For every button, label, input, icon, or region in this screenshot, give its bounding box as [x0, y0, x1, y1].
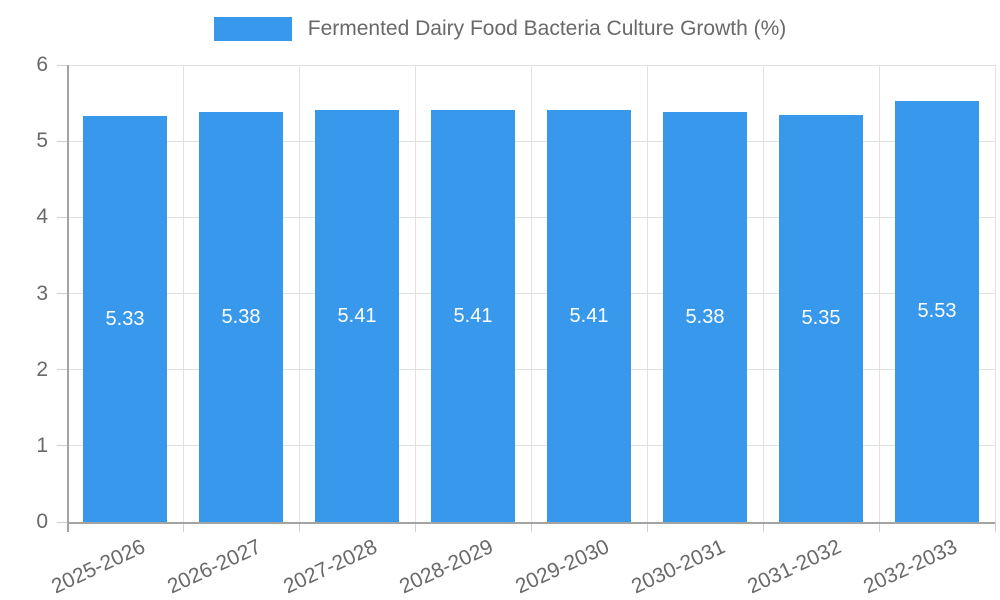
x-axis-category-label: 2026-2027: [163, 535, 265, 599]
gridline-vertical: [878, 65, 880, 522]
x-axis-category-label: 2032-2033: [859, 535, 961, 599]
y-axis-tick: [57, 140, 67, 142]
x-axis-line: [67, 522, 995, 524]
x-axis-tick: [298, 522, 300, 532]
chart-legend[interactable]: Fermented Dairy Food Bacteria Culture Gr…: [0, 16, 1000, 42]
bar-value-label: 5.38: [221, 306, 261, 329]
chart-title[interactable]: Fermented Dairy Food Bacteria Culture Gr…: [307, 17, 787, 40]
x-axis-category-label: 2028-2029: [395, 535, 497, 599]
bar-2032-2033[interactable]: 5.53: [895, 100, 979, 522]
x-axis-tick: [414, 522, 416, 532]
x-axis-tick: [530, 522, 532, 532]
x-axis-tick: [182, 522, 184, 532]
bar-value-label: 5.41: [569, 304, 609, 327]
bar-2026-2027[interactable]: 5.38: [199, 112, 283, 522]
bar-value-label: 5.41: [453, 304, 493, 327]
bar-2030-2031[interactable]: 5.38: [663, 112, 747, 522]
gridline-vertical: [762, 65, 764, 522]
y-axis-line: [67, 65, 69, 532]
gridline-vertical: [530, 65, 532, 522]
x-axis-category-label: 2027-2028: [279, 535, 381, 599]
y-axis-tick-label: 4: [36, 205, 48, 229]
legend-swatch[interactable]: [213, 17, 292, 41]
y-axis-tick-label: 1: [36, 433, 48, 457]
bar-value-label: 5.41: [337, 304, 377, 327]
bar-2027-2028[interactable]: 5.41: [315, 109, 399, 522]
y-axis-tick: [57, 64, 67, 66]
x-axis-category-label: 2029-2030: [511, 535, 613, 599]
bar-value-label: 5.38: [685, 306, 725, 329]
bar-value-label: 5.53: [917, 300, 957, 323]
x-axis-tick: [762, 522, 764, 532]
bar-value-label: 5.35: [801, 307, 841, 330]
x-axis-category-label: 2025-2026: [47, 535, 149, 599]
bar-2029-2030[interactable]: 5.41: [547, 109, 631, 522]
bar-2028-2029[interactable]: 5.41: [431, 109, 515, 522]
y-axis-tick-label: 2: [36, 357, 48, 381]
y-axis-tick: [57, 293, 67, 294]
y-axis-tick-label: 6: [36, 53, 48, 76]
x-axis-category-label: 2030-2031: [627, 535, 729, 599]
y-axis-tick: [57, 216, 67, 218]
gridline-vertical: [298, 65, 300, 522]
x-axis-tick: [646, 522, 648, 532]
x-axis-tick: [878, 522, 880, 532]
x-axis-category-label: 2031-2032: [743, 535, 845, 599]
bar-2025-2026[interactable]: 5.33: [83, 116, 167, 522]
bar-value-label: 5.33: [105, 308, 145, 330]
gridline-vertical: [182, 65, 184, 522]
x-axis-tick: [994, 522, 996, 532]
y-axis-tick-label: 0: [36, 510, 48, 533]
y-axis-tick-label: 5: [36, 129, 48, 153]
gridline-vertical: [994, 65, 996, 522]
y-axis-tick: [57, 369, 67, 371]
y-axis-tick: [57, 521, 67, 523]
gridline-vertical: [414, 65, 416, 522]
y-axis-tick-label: 3: [36, 281, 48, 305]
bar-2031-2032[interactable]: 5.35: [779, 114, 863, 522]
gridline-vertical: [646, 65, 648, 522]
y-axis-tick: [57, 445, 67, 447]
